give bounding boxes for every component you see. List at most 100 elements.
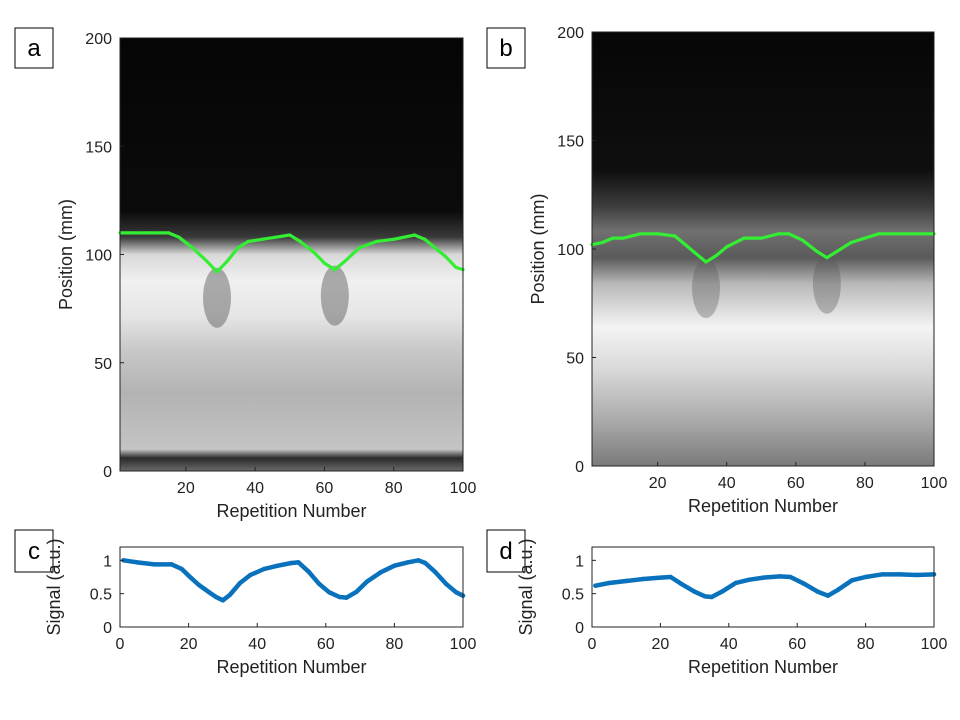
x-tick-label: 100: [450, 480, 477, 497]
y-tick-label: 0: [575, 620, 584, 637]
signal-point: [354, 589, 359, 594]
x-tick-label: 60: [317, 636, 335, 653]
boundary-point: [704, 260, 708, 264]
boundary-point: [673, 234, 677, 238]
x-tick-label: 20: [177, 480, 195, 497]
signal-point: [316, 581, 322, 586]
boundary-point: [205, 259, 209, 263]
boundary-point: [849, 240, 853, 245]
boundary-point: [132, 231, 136, 235]
boundary-point: [298, 239, 302, 244]
boundary-point: [333, 268, 337, 272]
panel-d: d 0 20 40 60 80 100 0 0.5 1 Repetition Number Sign…: [486, 529, 947, 677]
plot-b: 20 40 60 80 100 0 50 100 150 200 Repetition Number…: [528, 25, 947, 516]
signal-point: [788, 574, 793, 580]
heatmap-dip-shadow: [203, 267, 232, 328]
signal-point: [405, 560, 411, 565]
x-tick-label: 100: [450, 636, 477, 653]
axes-frame: [119, 546, 464, 628]
boundary-point: [801, 238, 805, 242]
signal-point: [880, 572, 885, 577]
boundary-point: [225, 259, 230, 263]
boundary-point: [166, 231, 171, 235]
plot-d: 0 20 40 60 80 100 0 0.5 1 Repetition Number Signal…: [516, 538, 947, 677]
boundary-point: [343, 259, 347, 263]
signal-point: [801, 581, 807, 586]
heatmap-image: [120, 38, 463, 471]
signal-point: [825, 593, 831, 598]
signal-point: [337, 594, 342, 600]
boundary-point: [742, 236, 746, 240]
boundary-point: [656, 232, 660, 236]
boundary-point: [433, 246, 437, 250]
panel-b-label: b: [499, 35, 512, 62]
boundary-series-line: [591, 232, 934, 264]
y-tick-label: 200: [557, 25, 584, 42]
signal-point: [719, 589, 725, 594]
signal-point: [275, 563, 280, 568]
boundary-point: [322, 261, 327, 265]
boundary-point: [611, 236, 615, 240]
signal-point: [392, 563, 397, 568]
y-tick-label: 150: [85, 139, 112, 156]
x-tick-label: 20: [180, 636, 198, 653]
boundary-point: [423, 237, 427, 241]
boundary-point: [288, 233, 292, 237]
signal-point: [134, 560, 140, 565]
signal-point: [169, 562, 174, 567]
x-tick-label: 20: [652, 636, 670, 653]
y-axis-label: Position (mm): [528, 193, 548, 304]
x-tick-label: 80: [857, 636, 875, 653]
x-tick-label: 40: [248, 636, 266, 653]
x-axis-label: Repetition Number: [216, 501, 366, 521]
y-tick-label: 0: [575, 459, 584, 476]
signal-point: [692, 589, 697, 594]
boundary-point: [814, 249, 819, 253]
signal-point: [836, 587, 841, 592]
signal-point: [593, 583, 598, 588]
signal-point: [433, 570, 438, 575]
x-axis-label: Repetition Number: [688, 496, 838, 516]
boundary-point: [357, 246, 361, 250]
y-axis-label: Signal (a.u.): [44, 538, 64, 635]
x-tick-label: 100: [921, 475, 948, 492]
x-tick-label: 0: [116, 636, 125, 653]
signal-point: [668, 574, 673, 580]
signal-point: [344, 595, 349, 600]
boundary-point: [776, 232, 781, 236]
x-tick-label: 40: [246, 480, 264, 497]
panel-c: c 0 20 40 60 80 100 0 0.5 1 Repetition Number Sign…: [14, 529, 477, 677]
signal-point: [306, 569, 311, 574]
y-tick-label: 0.5: [562, 587, 584, 604]
signal-point: [206, 590, 212, 595]
axes-frame: [591, 546, 935, 628]
signal-point: [658, 575, 663, 580]
x-tick-label: 40: [718, 475, 736, 492]
x-tick-label: 100: [921, 636, 948, 653]
heatmap-dip-shadow: [692, 258, 720, 319]
x-tick-label: 60: [788, 636, 806, 653]
panel-d-label-box: [486, 529, 526, 573]
signal-point: [237, 580, 243, 586]
boundary-series-line: [120, 231, 464, 274]
panel-c-label: c: [28, 538, 40, 565]
y-axis-label: Signal (a.u.): [516, 538, 536, 635]
signal-point: [296, 560, 301, 565]
boundary-point: [191, 246, 195, 250]
signal-point: [453, 590, 459, 595]
signal-point: [849, 578, 855, 583]
signal-point: [261, 566, 267, 572]
y-tick-label: 100: [85, 248, 112, 265]
heatmap-dip-shadow: [320, 265, 349, 326]
signal-point: [364, 579, 370, 584]
plot-area: [120, 547, 463, 627]
boundary-point: [454, 265, 458, 270]
y-tick-label: 50: [94, 356, 112, 373]
boundary-point: [725, 245, 729, 249]
y-axis-label: Position (mm): [56, 199, 76, 310]
boundary-point: [215, 270, 219, 274]
boundary-point: [714, 253, 718, 258]
boundary-point: [683, 243, 687, 247]
boundary-point: [787, 232, 791, 236]
